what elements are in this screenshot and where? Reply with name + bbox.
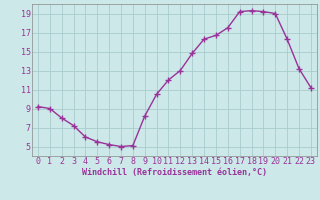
X-axis label: Windchill (Refroidissement éolien,°C): Windchill (Refroidissement éolien,°C) xyxy=(82,168,267,177)
